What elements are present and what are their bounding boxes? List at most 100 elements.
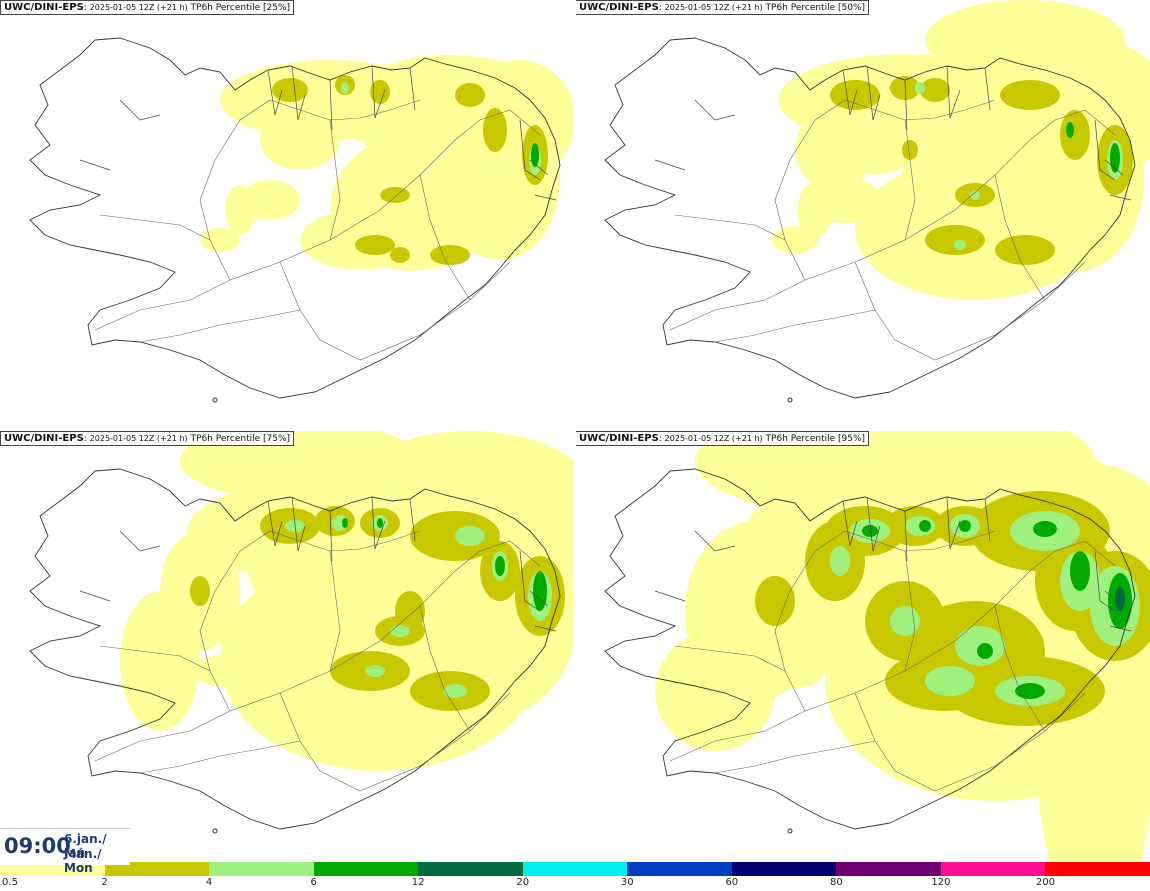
precip-area-2-4 bbox=[272, 78, 308, 102]
fjord-line bbox=[119, 99, 161, 121]
precip-area-0.5-2 bbox=[350, 431, 575, 551]
road-line bbox=[99, 214, 211, 241]
precip-area-2-4 bbox=[380, 187, 410, 203]
road-line bbox=[199, 99, 421, 281]
model-name: UWC/DINI-EPS bbox=[579, 2, 659, 13]
fjord-line bbox=[842, 69, 858, 116]
legend-tick-label: 80 bbox=[829, 877, 843, 888]
variable-label: TP6h Percentile [25%] bbox=[190, 3, 291, 13]
precip-area-6-12 bbox=[1015, 683, 1045, 699]
legend-tick-label: 200 bbox=[1035, 877, 1055, 888]
model-name: UWC/DINI-EPS bbox=[579, 433, 659, 444]
precip-area-4-6 bbox=[390, 625, 410, 637]
precipitation-map bbox=[29, 37, 575, 403]
road-line bbox=[774, 99, 996, 281]
fjord-line bbox=[79, 159, 111, 171]
model-name: UWC/DINI-EPS bbox=[4, 433, 84, 444]
coastline bbox=[604, 468, 1136, 830]
precip-layer-yellow bbox=[772, 0, 1150, 300]
legend-tick-label: 20 bbox=[516, 877, 530, 888]
fjord-line bbox=[904, 79, 908, 131]
variable-label: TP6h Percentile [50%] bbox=[765, 3, 866, 13]
valid-time: 09:00 bbox=[4, 834, 71, 858]
precipitation-map bbox=[604, 431, 1150, 861]
precip-area-2-4 bbox=[902, 140, 918, 160]
fjord-line bbox=[329, 510, 333, 562]
precip-area-6-12 bbox=[495, 556, 505, 576]
legend-swatch bbox=[1045, 862, 1150, 876]
fjord-line bbox=[519, 119, 541, 181]
precip-area-2-4 bbox=[370, 80, 390, 104]
precip-area-0.5-2 bbox=[772, 226, 818, 254]
island bbox=[212, 397, 218, 403]
fjord-line bbox=[984, 67, 991, 111]
precip-area-12-20 bbox=[1115, 587, 1125, 611]
precip-area-6-12 bbox=[377, 518, 383, 528]
separator: : bbox=[658, 434, 665, 444]
legend-swatch bbox=[731, 862, 837, 876]
road-line bbox=[329, 119, 341, 241]
precip-area-4-6 bbox=[365, 665, 385, 677]
precip-area-2-4 bbox=[925, 225, 985, 255]
road-line bbox=[199, 530, 421, 712]
color-legend: 0.5 2 4 6 12 20 30 60 80 120 200 bbox=[0, 862, 1150, 891]
road-line bbox=[669, 109, 1116, 331]
precip-area-2-4 bbox=[430, 245, 470, 265]
legend-ticks: 0.5 2 4 6 12 20 30 60 80 120 200 bbox=[0, 876, 1150, 890]
precip-area-4-6 bbox=[443, 684, 467, 698]
fjord-line bbox=[119, 530, 161, 552]
precip-area-2-4 bbox=[830, 80, 880, 110]
precip-area-4-6 bbox=[970, 190, 980, 200]
precip-area-4-6 bbox=[954, 240, 966, 250]
model-name: UWC/DINI-EPS bbox=[4, 2, 84, 13]
road-line bbox=[674, 214, 786, 241]
legend-tick-label: 6 bbox=[310, 877, 317, 888]
precip-area-4-6 bbox=[455, 526, 485, 546]
road-line bbox=[279, 261, 511, 361]
separator: : bbox=[658, 3, 665, 13]
legend-swatch bbox=[209, 862, 314, 876]
precip-area-0.5-2 bbox=[695, 431, 1095, 521]
precip-layer-green bbox=[342, 518, 547, 611]
run-info: 2025-01-05 12Z (+21 h) bbox=[89, 3, 188, 12]
precip-area-2-4 bbox=[920, 78, 950, 102]
precip-layer-green bbox=[531, 143, 539, 167]
legend-tick-label: 12 bbox=[411, 877, 425, 888]
fjord-line bbox=[1109, 625, 1132, 632]
precip-area-4-6 bbox=[830, 546, 850, 576]
run-info: 2025-01-05 12Z (+21 h) bbox=[89, 434, 188, 443]
fjord-line bbox=[842, 500, 858, 547]
precip-area-0.5-2 bbox=[225, 185, 255, 235]
precip-area-6-12 bbox=[977, 643, 993, 659]
precip-area-6-12 bbox=[959, 520, 971, 532]
precip-layer-olive bbox=[190, 506, 565, 711]
road-line bbox=[139, 309, 301, 343]
panel-top-left: UWC/DINI-EPS: 2025-01-05 12Z (+21 h) TP6… bbox=[0, 0, 575, 430]
legend-swatch bbox=[940, 862, 1046, 876]
precipitation-map bbox=[29, 431, 575, 834]
precip-area-2-4 bbox=[1060, 110, 1090, 160]
fjord-line bbox=[291, 65, 306, 121]
road-line bbox=[904, 119, 916, 241]
fjord-line bbox=[291, 496, 306, 552]
fjord-line bbox=[1094, 119, 1116, 181]
legend-swatch bbox=[104, 862, 210, 876]
fjord-line bbox=[1094, 550, 1116, 612]
fjord-line bbox=[529, 159, 549, 176]
island bbox=[212, 828, 218, 834]
island bbox=[787, 397, 793, 403]
separator: : bbox=[83, 434, 90, 444]
precip-area-2-4 bbox=[995, 235, 1055, 265]
road-line bbox=[674, 645, 786, 672]
precip-area-2-4 bbox=[1000, 80, 1060, 110]
precip-layer-green bbox=[1066, 122, 1120, 173]
precip-area-2-4 bbox=[190, 576, 210, 606]
precip-area-4-6 bbox=[890, 606, 920, 636]
fjord-line bbox=[529, 590, 549, 607]
valid-date-line1: 6.jan./ Jan bbox=[64, 832, 107, 860]
coastline bbox=[604, 37, 1136, 399]
precip-area-4-6 bbox=[915, 82, 925, 94]
panel-header: UWC/DINI-EPS: 2025-01-05 12Z (+21 h) TP6… bbox=[0, 0, 295, 15]
legend-swatch bbox=[522, 862, 628, 876]
precip-layer-yellow bbox=[120, 431, 575, 771]
